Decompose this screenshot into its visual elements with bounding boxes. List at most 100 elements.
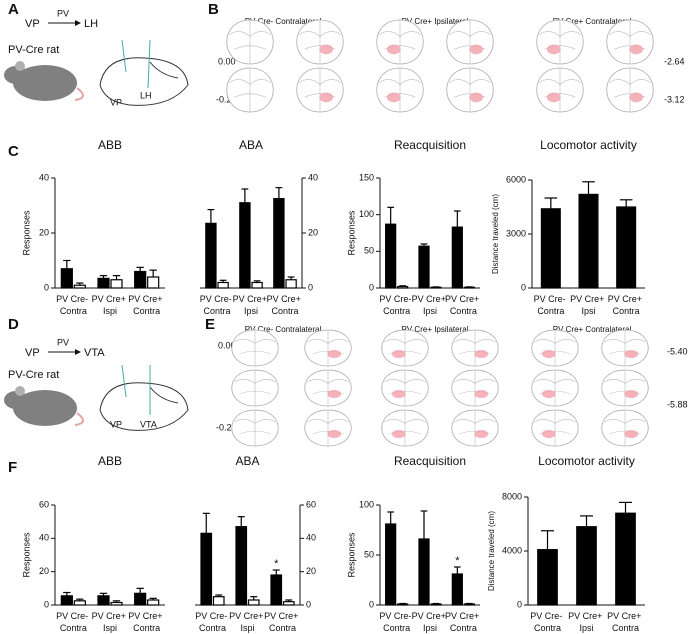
x-tick-label: PV Cre+ Ispi <box>92 294 129 316</box>
bar <box>60 268 73 289</box>
panel-label: C <box>8 143 19 160</box>
bar <box>239 202 251 289</box>
brain-section <box>531 369 579 407</box>
y-tick-label: 40 <box>308 172 318 182</box>
chart-title: Locomotor activity <box>538 454 635 468</box>
y-tick-label: 20 <box>306 566 316 576</box>
brain-section <box>296 67 344 113</box>
chart-title: Reacquisition <box>394 138 466 152</box>
error-bar <box>387 206 394 225</box>
coordinate: -5.40 <box>667 346 688 356</box>
coordinate: -0.24 <box>216 422 237 432</box>
y-axis-label: Responses <box>346 210 356 256</box>
x-tick-label: PV Cre+ Ipsi <box>412 294 449 316</box>
bar <box>616 206 637 289</box>
brain-label: VP <box>110 97 122 107</box>
x-tick-label: PV Cre+ Contra <box>445 611 482 633</box>
bar <box>273 198 285 289</box>
bar <box>576 526 597 606</box>
x-tick-label: PV Cre- Contra <box>530 611 565 633</box>
error-bar <box>112 600 121 603</box>
injection-site <box>386 44 401 55</box>
y-tick-label: 100 <box>359 499 374 509</box>
source-label: VP <box>25 347 40 359</box>
error-bar <box>544 197 558 209</box>
injection-site <box>391 430 406 438</box>
brain-section <box>226 67 274 113</box>
injection-site <box>327 390 342 398</box>
coordinate: -0.24 <box>216 94 237 104</box>
y-tick-label: 0 <box>369 282 374 292</box>
error-bar <box>285 599 293 602</box>
error-bar <box>253 280 261 283</box>
brain-section <box>446 67 494 113</box>
x-tick-label: PV Cre- Contra <box>200 294 235 316</box>
error-bar <box>149 597 157 600</box>
error-bar <box>202 512 210 534</box>
brain <box>99 39 189 106</box>
y-tick-label: 20 <box>39 227 49 237</box>
bar <box>397 285 409 289</box>
coordinate: -2.64 <box>664 56 685 66</box>
x-tick-label: PV Cre- Contra <box>195 611 230 633</box>
y-tick-label: 0 <box>44 599 49 609</box>
section-title: PV Cre+ Ipsilateral <box>402 325 469 334</box>
brain-section <box>531 329 579 367</box>
y-tick-label: 6000 <box>506 174 526 184</box>
bar <box>385 523 397 606</box>
bar <box>73 600 86 606</box>
bar <box>200 532 213 606</box>
injection-site <box>469 44 484 55</box>
brain-section <box>226 19 274 65</box>
panel-label: B <box>208 1 219 18</box>
injection-site <box>629 92 644 103</box>
x-tick-label: PV Cre- Contra <box>56 611 91 633</box>
brain-section <box>451 369 499 407</box>
section-detail <box>234 330 276 366</box>
source-label: VP <box>25 18 40 30</box>
y-tick-label: 60 <box>39 499 49 509</box>
x-tick-label: PV Cre+ Ispi <box>92 611 129 633</box>
injection-site <box>474 390 489 398</box>
chart-title: ABB <box>98 454 122 468</box>
x-tick-label: PV Cre+ Contra <box>267 294 304 316</box>
error-bar <box>112 275 121 280</box>
y-axis-label: Distance traveled (cm) <box>487 511 496 591</box>
annotation: * <box>455 555 460 567</box>
brain-section <box>381 409 429 447</box>
chart-title: Reacquisition <box>394 454 466 468</box>
error-bar <box>207 209 215 224</box>
injection-site <box>624 430 639 438</box>
section-title: PV Cre+ Ipsilateral <box>402 17 469 26</box>
bar <box>73 284 86 289</box>
bar <box>463 603 475 606</box>
y-axis-label: Responses <box>21 532 31 578</box>
brain-section <box>536 19 584 65</box>
brain-section <box>381 329 429 367</box>
injection-site <box>319 92 334 103</box>
bar <box>430 603 442 606</box>
y-tick-label: 0 <box>369 599 374 609</box>
bar <box>110 279 123 289</box>
error-bar <box>420 510 428 539</box>
error-bar <box>399 285 406 287</box>
brain-section <box>606 19 654 65</box>
injection-site <box>629 44 644 55</box>
brain <box>99 364 189 431</box>
y-axis-label: Distance traveled (cm) <box>491 194 500 274</box>
section-title: PV Cre- Contralateral <box>245 17 322 26</box>
x-tick-label: PV Cre+ Contra <box>608 294 645 316</box>
arrow-label: PV <box>57 8 69 18</box>
chart-title: Locomotor activity <box>540 138 637 152</box>
bar <box>615 512 636 606</box>
brain-section <box>376 19 424 65</box>
section-detail <box>234 410 276 446</box>
y-tick-label: 100 <box>359 209 374 219</box>
bar <box>205 222 217 289</box>
chart-title: ABA <box>235 454 259 468</box>
x-tick-label: PV Cre+ Ispi <box>229 611 266 633</box>
brain-section <box>446 19 494 65</box>
y-tick-label: 0 <box>308 282 313 292</box>
error-bar <box>136 587 144 594</box>
